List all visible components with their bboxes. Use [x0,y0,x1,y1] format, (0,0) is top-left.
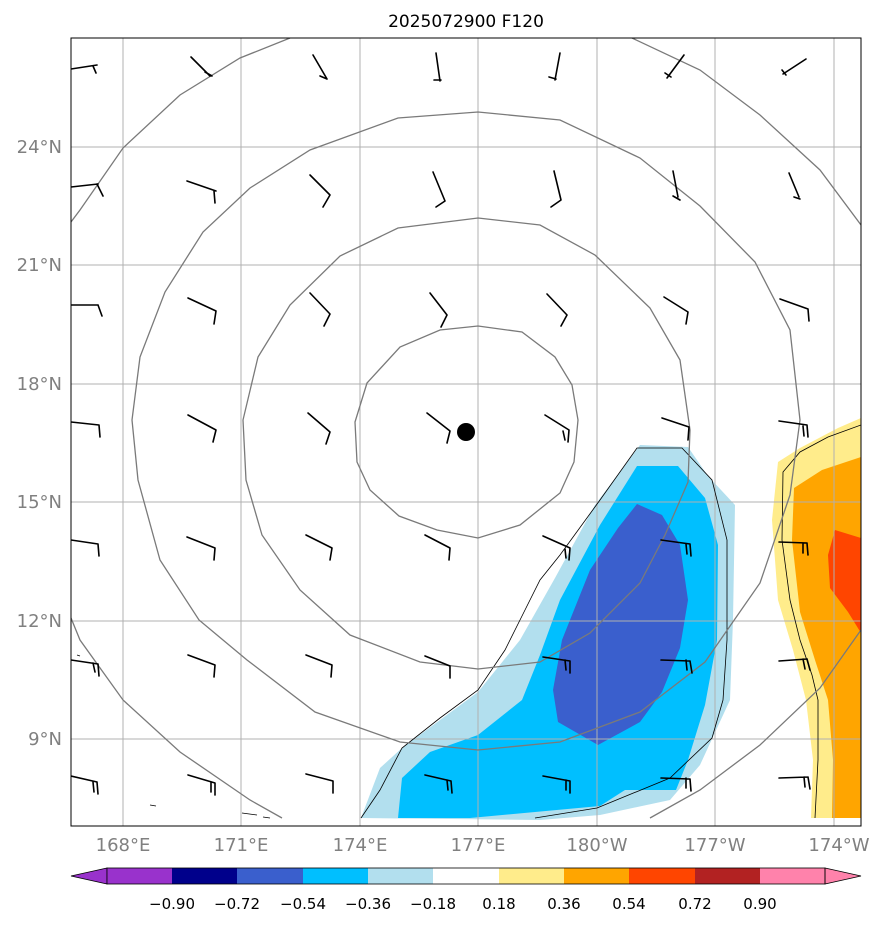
lat-tick-label: 15°N [17,492,62,513]
storm-center-dot [457,423,475,441]
colorbar-tick-label: −0.54 [280,895,326,913]
colorbar-extend-high [824,867,862,885]
colorbar-extend-low [70,867,108,885]
lon-tick-label: 177°E [451,835,506,856]
colorbar-swatch [433,868,499,884]
colorbar-swatch [629,868,695,884]
colorbar-tick-label: −0.18 [410,895,456,913]
colorbar-frame [106,867,826,885]
lon-tick-labels: 168°E 171°E 174°E 177°E 180°W 177°W 174°… [96,835,870,856]
colorbar-tick-label: 0.54 [612,895,645,913]
colorbar-swatch [303,868,368,884]
lon-tick-label: 177°W [684,835,745,856]
colorbar-swatch [107,868,172,884]
plot-frame [70,37,862,827]
colorbar-tick-label: 0.72 [678,895,711,913]
colorbar-swatch [172,868,237,884]
colorbar-swatch [564,868,629,884]
lat-tick-label: 21°N [17,255,62,276]
lat-tick-label: 12°N [17,611,62,632]
gridlines [71,38,861,826]
lon-tick-label: 168°E [96,835,151,856]
lat-tick-labels: 24°N 21°N 18°N 15°N 12°N 9°N [17,137,62,750]
lon-tick-label: 180°W [566,835,627,856]
lat-tick-label: 18°N [17,374,62,395]
contour-fill-royal-blue [553,504,688,745]
colorbar-tick-label: 0.36 [547,895,580,913]
colorbar-tick-label: 0.18 [482,895,515,913]
colorbar-tick-label: −0.36 [345,895,391,913]
distance-rings [71,38,861,819]
colorbar-swatch [695,868,760,884]
lon-tick-label: 174°E [333,835,388,856]
contour-outlines [76,424,861,819]
lat-tick-label: 24°N [17,137,62,158]
colorbar-swatch [368,868,433,884]
colorbar-tick-label: −0.72 [214,895,260,913]
colorbar-swatch [760,868,825,884]
colorbar: −0.90 −0.72 −0.54 −0.36 −0.18 0.18 0.36 … [70,867,862,913]
lon-tick-label: 174°W [808,835,869,856]
contour-fill-red-orange [828,530,861,633]
colorbar-swatch [237,868,303,884]
colorbar-tick-label: −0.90 [149,895,195,913]
wind-barbs [71,52,811,796]
colorbar-swatch [499,868,564,884]
colorbar-tick-label: 0.90 [743,895,776,913]
map-title: 2025072900 F120 [388,12,544,32]
lat-tick-label: 9°N [28,729,62,750]
lon-tick-label: 171°E [214,835,269,856]
plot-area [71,38,861,826]
colorbar-tick-labels: −0.90 −0.72 −0.54 −0.36 −0.18 0.18 0.36 … [149,895,777,913]
